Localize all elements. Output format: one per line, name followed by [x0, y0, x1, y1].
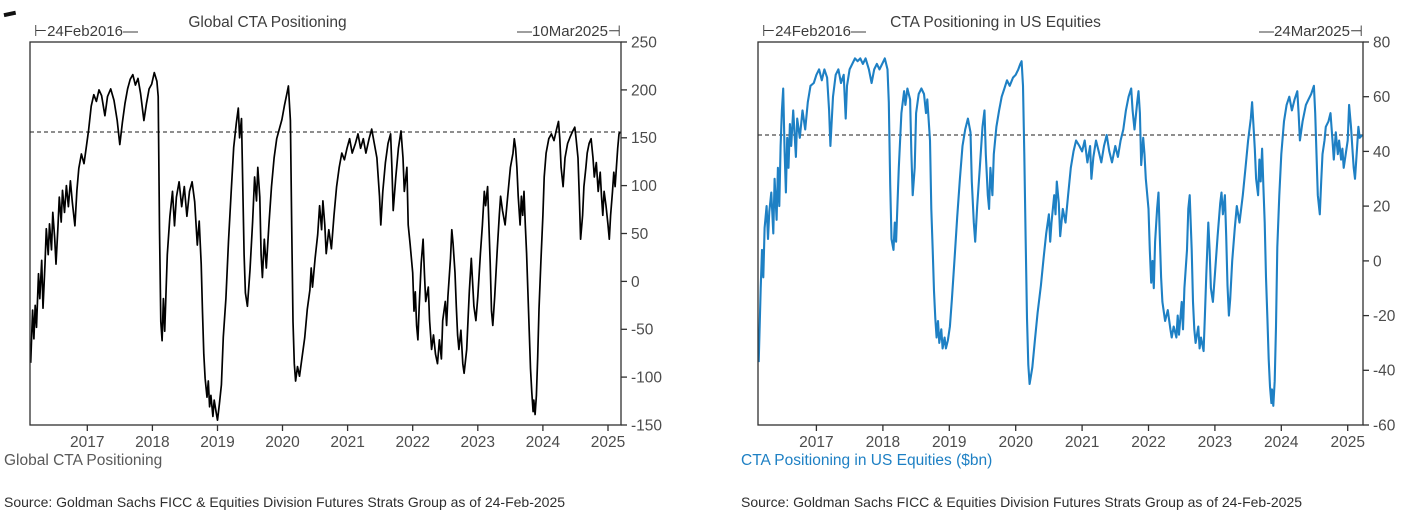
y-tick-label: 0: [1373, 253, 1382, 270]
y-tick-label: 40: [1373, 144, 1391, 161]
y-tick-label: -100: [631, 370, 662, 387]
data-line: [29, 71, 622, 422]
chart-title: CTA Positioning in US Equities: [890, 14, 1101, 31]
date-range-start-label: ⊢24Feb2016—: [34, 23, 138, 40]
date-range-start-label: ⊢24Feb2016—: [762, 23, 866, 40]
x-tick-label: 2021: [1065, 434, 1099, 451]
y-tick-label: -40: [1373, 363, 1396, 380]
y-tick-label: 200: [631, 82, 657, 99]
y-tick-label: 150: [631, 130, 657, 147]
series-legend-label: CTA Positioning in US Equities ($bn): [741, 452, 993, 469]
x-tick-label: 2023: [461, 434, 495, 451]
x-tick-label: 2025: [591, 434, 625, 451]
date-range-end-label: —24Mar2025⊣: [1259, 23, 1363, 40]
series-legend-label: Global CTA Positioning: [4, 452, 163, 469]
x-tick-label: 2021: [330, 434, 364, 451]
y-tick-label: 0: [631, 274, 640, 291]
y-tick-label: 80: [1373, 34, 1391, 51]
x-tick-label: 2024: [526, 434, 561, 451]
x-tick-label: 2022: [395, 434, 429, 451]
chart-title: Global CTA Positioning: [188, 14, 347, 31]
x-tick-label: 2025: [1330, 434, 1364, 451]
y-tick-label: 100: [631, 178, 657, 195]
global-cta-plot-area: 250 200 150 100 50 0 -50 -100 -150 2017 2018 2019 20…: [29, 34, 662, 451]
source-attribution: Source: Goldman Sachs FICC & Equities Di…: [4, 494, 566, 510]
x-tick-label: 2020: [265, 434, 300, 451]
y-tick-label: 60: [1373, 89, 1391, 106]
x-tick-label: 2024: [1264, 434, 1299, 451]
x-tick-label: 2022: [1131, 434, 1165, 451]
x-tick-label: 2019: [200, 434, 234, 451]
y-tick-label: 20: [1373, 199, 1391, 216]
y-tick-label: 250: [631, 34, 657, 51]
x-tick-label: 2018: [866, 434, 900, 451]
y-tick-label: -150: [631, 417, 662, 434]
x-tick-label: 2017: [70, 434, 104, 451]
y-tick-label: -20: [1373, 308, 1396, 325]
data-line: [757, 57, 1364, 407]
x-tick-label: 2019: [932, 434, 966, 451]
us-equities-plot-area: 80 60 40 20 0 -20 -40 -60 2017 2018 2019 2020 2021 20…: [757, 34, 1396, 451]
x-tick-label: 2018: [135, 434, 169, 451]
x-tick-label: 2023: [1198, 434, 1232, 451]
y-tick-label: -50: [631, 322, 654, 339]
plot-border: [757, 41, 1364, 426]
date-range-end-label: —10Mar2025⊣: [517, 23, 621, 40]
x-tick-label: 2017: [799, 434, 833, 451]
y-tick-label: 50: [631, 226, 649, 243]
y-tick-label: -60: [1373, 417, 1396, 434]
x-tick-label: 2020: [998, 434, 1033, 451]
source-attribution: Source: Goldman Sachs FICC & Equities Di…: [741, 494, 1303, 510]
